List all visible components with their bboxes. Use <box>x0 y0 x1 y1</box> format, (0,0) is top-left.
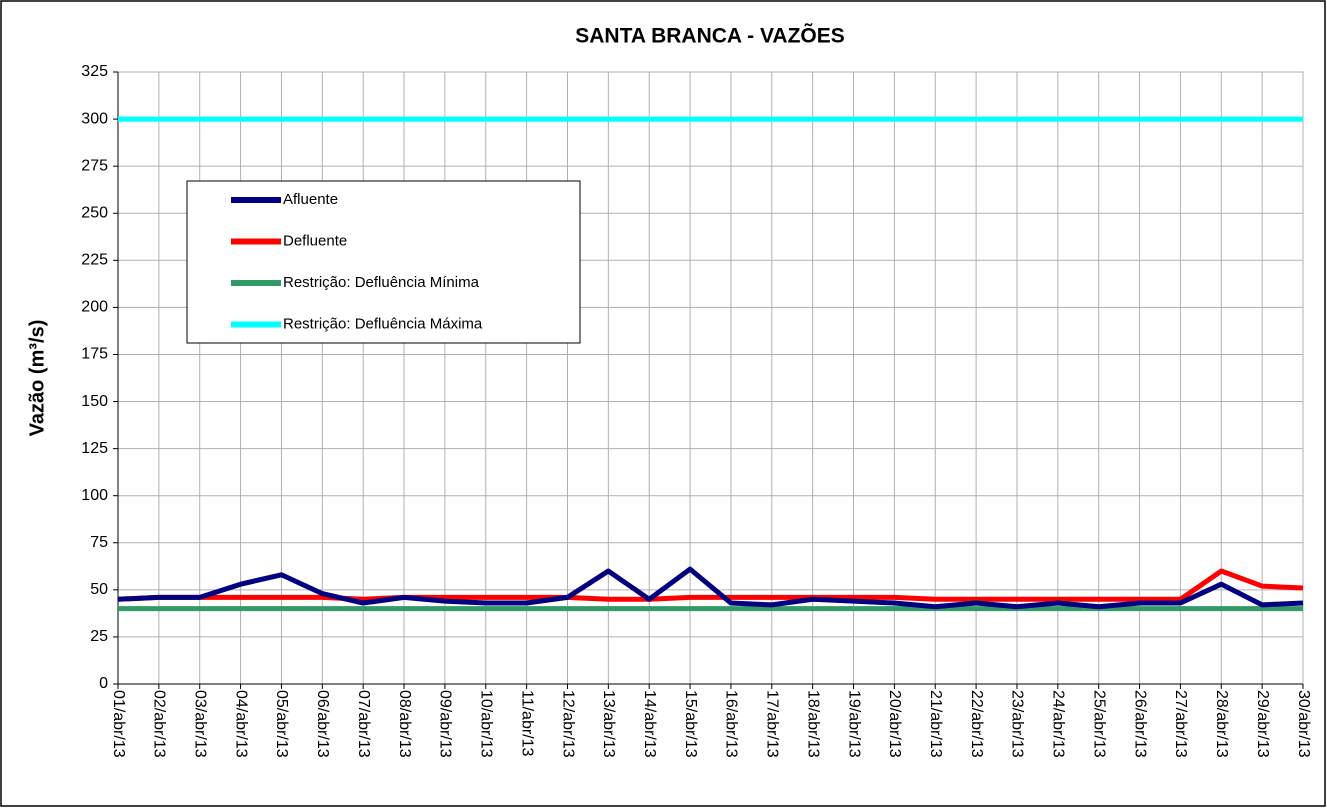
x-tick-label: 11/abr/13 <box>518 690 535 757</box>
y-tick-label: 25 <box>90 628 108 645</box>
x-tick-label: 24/abr/13 <box>1050 690 1067 758</box>
y-tick-label: 50 <box>90 581 108 598</box>
x-tick-label: 22/abr/13 <box>968 690 985 758</box>
x-tick-label: 12/abr/13 <box>559 690 576 758</box>
x-tick-label: 26/abr/13 <box>1131 690 1148 758</box>
x-tick-label: 14/abr/13 <box>641 690 658 758</box>
y-tick-label: 150 <box>81 393 108 410</box>
y-tick-label: 0 <box>99 675 108 692</box>
y-tick-label: 100 <box>81 487 108 504</box>
x-tick-label: 05/abr/13 <box>273 690 290 758</box>
legend-label: Afluente <box>283 191 338 208</box>
y-tick-label: 175 <box>81 346 108 363</box>
x-tick-label: 01/abr/13 <box>110 690 127 758</box>
x-tick-label: 02/abr/13 <box>151 690 168 758</box>
x-tick-label: 07/abr/13 <box>355 690 372 758</box>
x-tick-label: 19/abr/13 <box>845 690 862 758</box>
legend-label: Defluente <box>283 232 347 249</box>
y-tick-label: 300 <box>81 110 108 127</box>
legend-label: Restrição: Defluência Mínima <box>283 274 480 291</box>
x-tick-label: 28/abr/13 <box>1213 690 1230 758</box>
x-tick-label: 21/abr/13 <box>927 690 944 758</box>
legend-label: Restrição: Defluência Máxima <box>283 315 483 332</box>
y-tick-label: 200 <box>81 299 108 316</box>
x-tick-label: 29/abr/13 <box>1254 690 1271 758</box>
y-tick-label: 325 <box>81 63 108 80</box>
x-tick-label: 23/abr/13 <box>1009 690 1026 758</box>
plot-area <box>117 71 1304 685</box>
x-tick-label: 17/abr/13 <box>764 690 781 758</box>
chart-title: SANTA BRANCA - VAZÕES <box>575 24 845 48</box>
legend-box <box>186 180 581 344</box>
x-tick-label: 09/abr/13 <box>437 690 454 758</box>
x-tick-label: 18/abr/13 <box>804 690 821 758</box>
x-tick-label: 04/abr/13 <box>232 690 249 758</box>
x-tick-label: 08/abr/13 <box>396 690 413 758</box>
y-axis-label: Vazão (m³/s) <box>26 320 48 437</box>
y-tick-label: 275 <box>81 157 108 174</box>
x-tick-label: 15/abr/13 <box>682 690 699 758</box>
series-line <box>117 568 1304 602</box>
x-tick-label: 25/abr/13 <box>1090 690 1107 758</box>
y-tick-label: 75 <box>90 534 108 551</box>
x-tick-label: 13/abr/13 <box>600 690 617 758</box>
x-tick-label: 16/abr/13 <box>723 690 740 758</box>
x-tick-label: 27/abr/13 <box>1172 690 1189 758</box>
x-tick-label: 10/abr/13 <box>478 690 495 758</box>
y-tick-label: 225 <box>81 252 108 269</box>
x-tick-label: 20/abr/13 <box>886 690 903 758</box>
y-tick-label: 250 <box>81 204 108 221</box>
y-tick-label: 125 <box>81 440 108 457</box>
x-tick-label: 30/abr/13 <box>1295 690 1312 758</box>
x-tick-label: 03/abr/13 <box>191 690 208 758</box>
series-line <box>117 566 1304 610</box>
x-tick-label: 06/abr/13 <box>314 690 331 758</box>
